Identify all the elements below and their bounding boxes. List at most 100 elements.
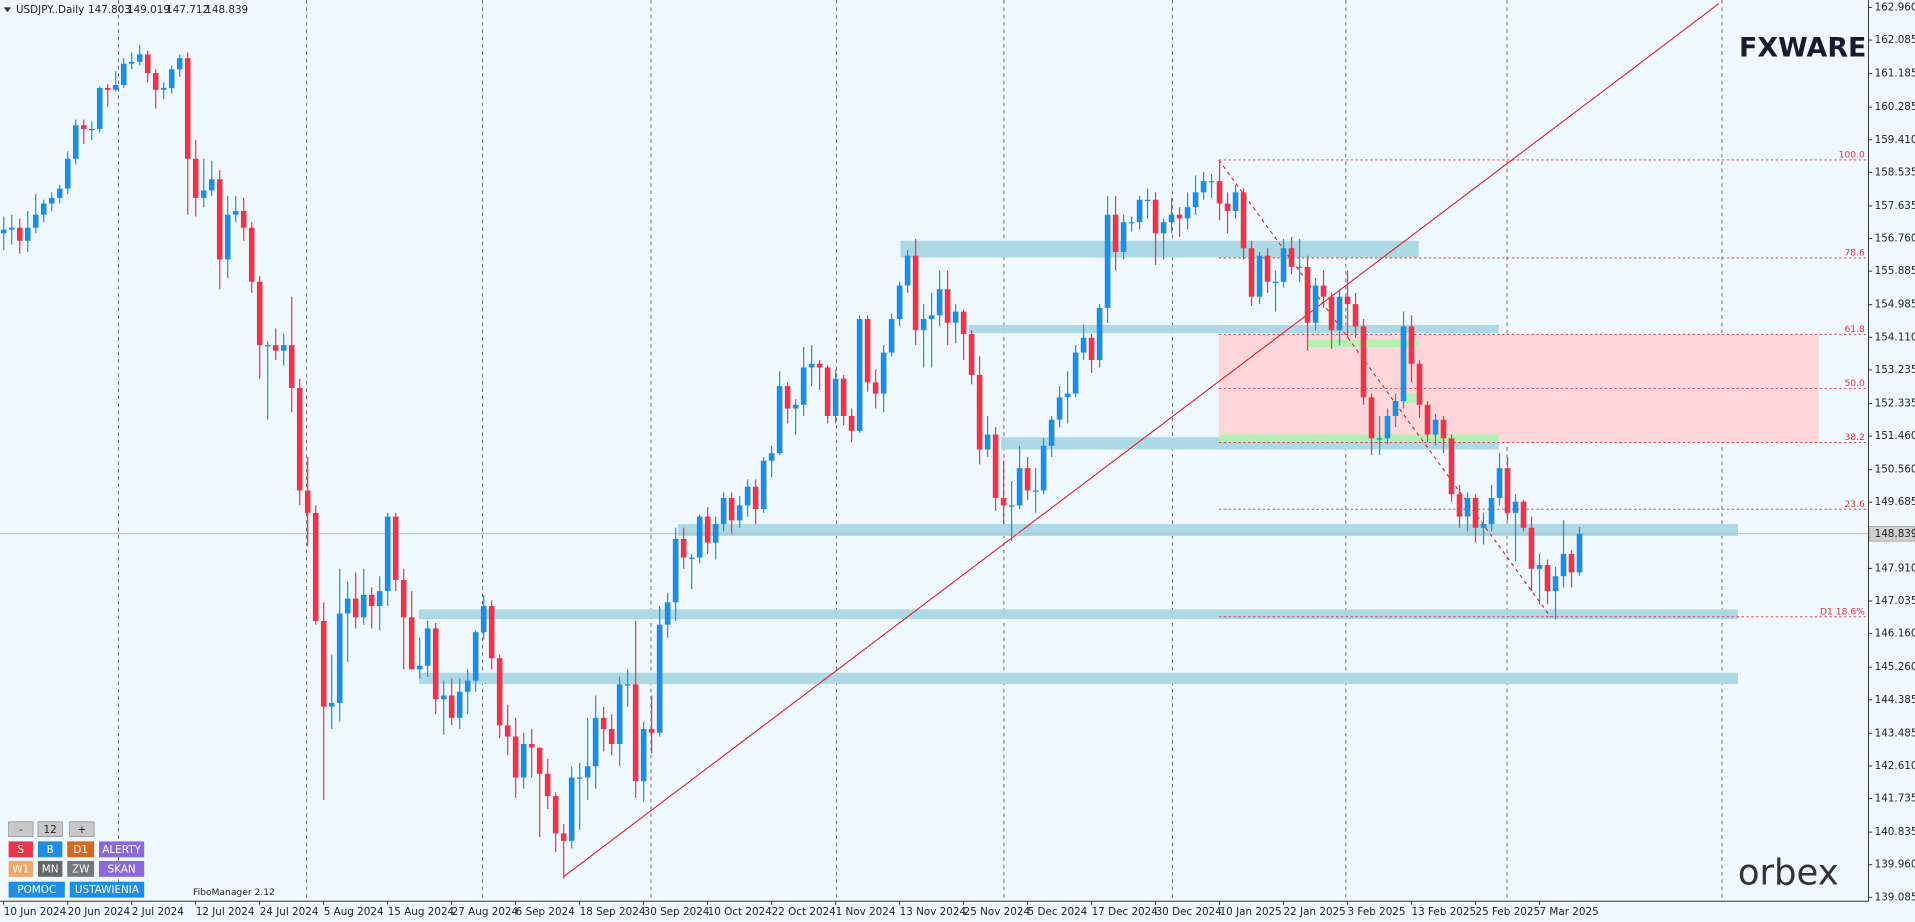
- button-label[interactable]: ZW: [72, 863, 89, 875]
- candle-body: [480, 606, 487, 633]
- candle-body: [544, 773, 551, 797]
- candle-body: [1352, 304, 1359, 327]
- candle-body: [624, 684, 631, 686]
- button[interactable]: 12: [37, 821, 63, 837]
- candle-body: [128, 61, 135, 64]
- button-label[interactable]: POMOC: [17, 884, 56, 896]
- candle-body: [168, 69, 175, 88]
- candle-body: [664, 602, 671, 625]
- candle-body: [888, 319, 895, 353]
- candle-body: [1160, 222, 1167, 234]
- candle-body: [1280, 248, 1287, 282]
- button[interactable]: +: [69, 821, 95, 837]
- candle-body: [216, 179, 223, 260]
- candle-body: [992, 434, 999, 498]
- candle-body: [632, 684, 639, 782]
- candle-body: [1456, 494, 1463, 517]
- button-label[interactable]: B: [47, 844, 54, 856]
- candle-body: [784, 386, 791, 409]
- button[interactable]: POMOC: [8, 881, 65, 898]
- x-tick-label: 1 Nov 2024: [836, 906, 896, 918]
- button-label[interactable]: USTAWIENIA: [75, 884, 140, 896]
- candle-body: [1272, 281, 1279, 283]
- candle-body: [224, 214, 231, 260]
- candle-body: [1536, 565, 1543, 569]
- y-tick-label: 145.260: [1875, 661, 1915, 673]
- button[interactable]: D1: [67, 841, 95, 858]
- candle-body: [688, 557, 695, 559]
- candle-body: [984, 434, 991, 450]
- button-label[interactable]: S: [18, 844, 25, 856]
- candle-body: [816, 363, 823, 368]
- candle-body: [976, 374, 983, 450]
- candle-body: [1096, 307, 1103, 361]
- y-tick-label: 147.035: [1875, 595, 1915, 607]
- button[interactable]: B: [37, 841, 63, 858]
- candle-body: [680, 538, 687, 558]
- button-label[interactable]: ALERTY: [102, 844, 141, 856]
- y-tick-label: 151.460: [1875, 430, 1915, 442]
- candle-body: [1552, 576, 1559, 592]
- symbol-title: USDJPY..Daily: [16, 4, 84, 16]
- candle-body: [1256, 255, 1263, 297]
- time-grid: [118, 0, 1723, 902]
- button[interactable]: -: [8, 821, 34, 837]
- candle-body: [1320, 285, 1327, 297]
- candle-body: [32, 214, 39, 228]
- candle-body: [24, 227, 31, 241]
- button-label[interactable]: W1: [12, 863, 29, 875]
- candle-body: [1056, 397, 1063, 420]
- candle-body: [1152, 199, 1159, 234]
- button-label[interactable]: D1: [73, 844, 88, 856]
- button-label[interactable]: -: [19, 824, 23, 836]
- button[interactable]: SKAN: [99, 860, 145, 877]
- candle-body: [304, 490, 311, 513]
- candle-body: [376, 591, 383, 607]
- button[interactable]: MN: [37, 860, 63, 877]
- candle-body: [696, 516, 703, 558]
- candle-body: [16, 227, 23, 241]
- button[interactable]: W1: [8, 860, 34, 877]
- button[interactable]: USTAWIENIA: [69, 881, 145, 898]
- candle-body: [728, 497, 735, 521]
- candle-body: [920, 319, 927, 331]
- candle-body: [1576, 533, 1583, 573]
- candle-body: [880, 352, 887, 394]
- button[interactable]: ALERTY: [99, 841, 145, 858]
- price-zone: [678, 524, 1738, 536]
- logo-orbex: orbex: [1738, 852, 1839, 893]
- x-tick-label: 20 Jun 2024: [68, 906, 131, 918]
- candle-body: [48, 197, 55, 204]
- candle-body: [672, 538, 679, 603]
- candle-body: [184, 58, 191, 159]
- price-zone: [1401, 393, 1417, 403]
- x-tick-label: 18 Sep 2024: [580, 906, 646, 918]
- y-tick-label: 146.160: [1875, 628, 1915, 640]
- candle-body: [1000, 497, 1007, 506]
- candle-body: [464, 680, 471, 692]
- button-label[interactable]: MN: [42, 863, 59, 875]
- candle-body: [1016, 468, 1023, 506]
- candle-body: [1032, 490, 1039, 492]
- fibo-label: 50.0: [1844, 379, 1865, 389]
- candle-body: [1368, 397, 1375, 439]
- y-tick-label: 152.335: [1875, 397, 1915, 409]
- button-label[interactable]: 12: [44, 824, 57, 836]
- button-label[interactable]: +: [78, 824, 87, 836]
- candle-body: [704, 516, 711, 543]
- candle-body: [952, 311, 959, 323]
- button-label[interactable]: SKAN: [108, 863, 136, 875]
- button[interactable]: ZW: [67, 860, 95, 877]
- button[interactable]: S: [8, 841, 34, 858]
- y-tick-label: 147.910: [1875, 562, 1915, 574]
- x-tick-label: 13 Nov 2024: [900, 906, 967, 918]
- candle-body: [1528, 527, 1535, 569]
- x-tick-label: 7 Mar 2025: [1540, 906, 1599, 918]
- candle-body: [1176, 214, 1183, 219]
- candle-body: [160, 87, 167, 90]
- x-tick-label: 10 Jun 2024: [4, 906, 67, 918]
- y-tick-label: 149.685: [1875, 496, 1915, 508]
- candle-body: [1408, 326, 1415, 364]
- candle-body: [904, 255, 911, 286]
